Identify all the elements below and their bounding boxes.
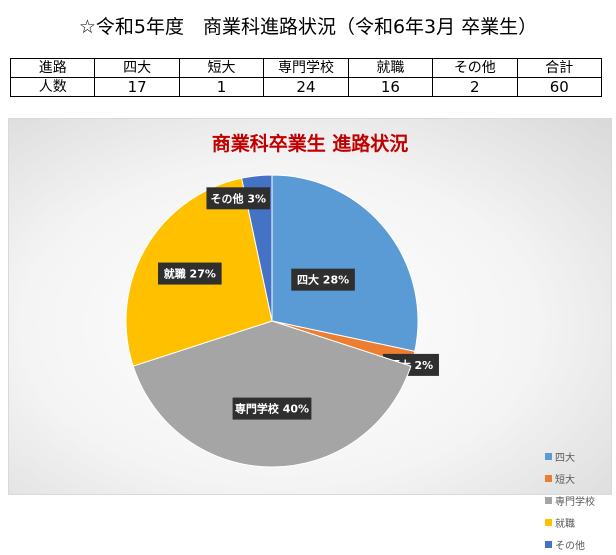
data-label-text: 専門学校 40%	[235, 402, 309, 416]
table-cell: 就職	[347, 58, 434, 78]
legend-item-tandai: 短大	[545, 467, 595, 489]
legend-swatch	[545, 518, 552, 526]
table-cell: 進路	[9, 58, 96, 78]
legend-item-senmon: 専門学校	[545, 489, 595, 511]
pie-chart-plot: 四大 28%短大 2%専門学校 40%就職 27%その他 3%	[125, 174, 439, 468]
table-cell: 17	[94, 77, 180, 97]
data-label-box	[232, 397, 312, 420]
data-label-box	[158, 262, 222, 285]
table-row: 人数 17 1 24 16 2 60	[9, 77, 603, 97]
data-label-yondai: 四大 28%	[291, 268, 355, 291]
data-label-senmon: 専門学校 40%	[232, 397, 312, 420]
legend-swatch	[545, 540, 552, 548]
pie-slice-sonota	[241, 174, 273, 322]
pie-chart: 商業科卒業生 進路状況 四大 28% 短大 2% 専門学校 40% 就職 27% その他…	[8, 118, 612, 552]
legend-swatch	[545, 496, 552, 504]
legend-label: その他	[555, 540, 585, 552]
legend-item-shushoku: 就職	[545, 511, 595, 533]
table-header-row: 進路 四大 短大 専門学校 就職 その他 合計	[9, 58, 603, 78]
data-label-shushoku: 就職 27%	[158, 262, 222, 285]
data-label-box	[206, 187, 271, 210]
table-cell: 24	[263, 77, 349, 97]
table-cell: 1	[178, 77, 265, 97]
table-cell: 60	[516, 77, 603, 97]
chart-title: 商業科卒業生 進路状況	[211, 133, 409, 155]
table-cell: 16	[347, 77, 434, 97]
legend-label: 専門学校	[555, 496, 595, 508]
legend-swatch	[545, 474, 552, 482]
table-cell: 合計	[516, 58, 603, 78]
table-cell: 専門学校	[263, 58, 349, 78]
data-label-box	[291, 268, 355, 291]
pie-slice-yondai	[271, 174, 419, 352]
table-cell: 2	[432, 77, 518, 97]
page-title: ☆令和5年度 商業科進路状況（令和6年3月 卒業生）	[78, 16, 538, 38]
data-label-sonota: その他 3%	[206, 187, 271, 210]
table-cell: 短大	[178, 58, 265, 78]
pie-slice-senmon	[132, 320, 412, 468]
legend-label: 就職	[555, 518, 575, 530]
legend-swatch	[545, 452, 552, 460]
legend-item-yondai: 四大	[545, 445, 595, 467]
legend-label: 四大	[555, 452, 575, 464]
table-cell: 四大	[94, 58, 180, 78]
data-label-text: 四大 28%	[297, 273, 349, 287]
data-label-text: その他 3%	[211, 191, 267, 205]
legend-label: 短大	[555, 474, 575, 486]
summary-table: 進路 四大 短大 専門学校 就職 その他 合計 人数 17 1 24 16 2 …	[9, 58, 603, 97]
table-cell: その他	[432, 58, 518, 78]
data-label-text: 就職 27%	[164, 267, 216, 281]
chart-legend: 四大短大専門学校就職その他	[545, 445, 595, 555]
legend-item-sonota: その他	[545, 533, 595, 555]
table-cell: 人数	[9, 77, 96, 97]
